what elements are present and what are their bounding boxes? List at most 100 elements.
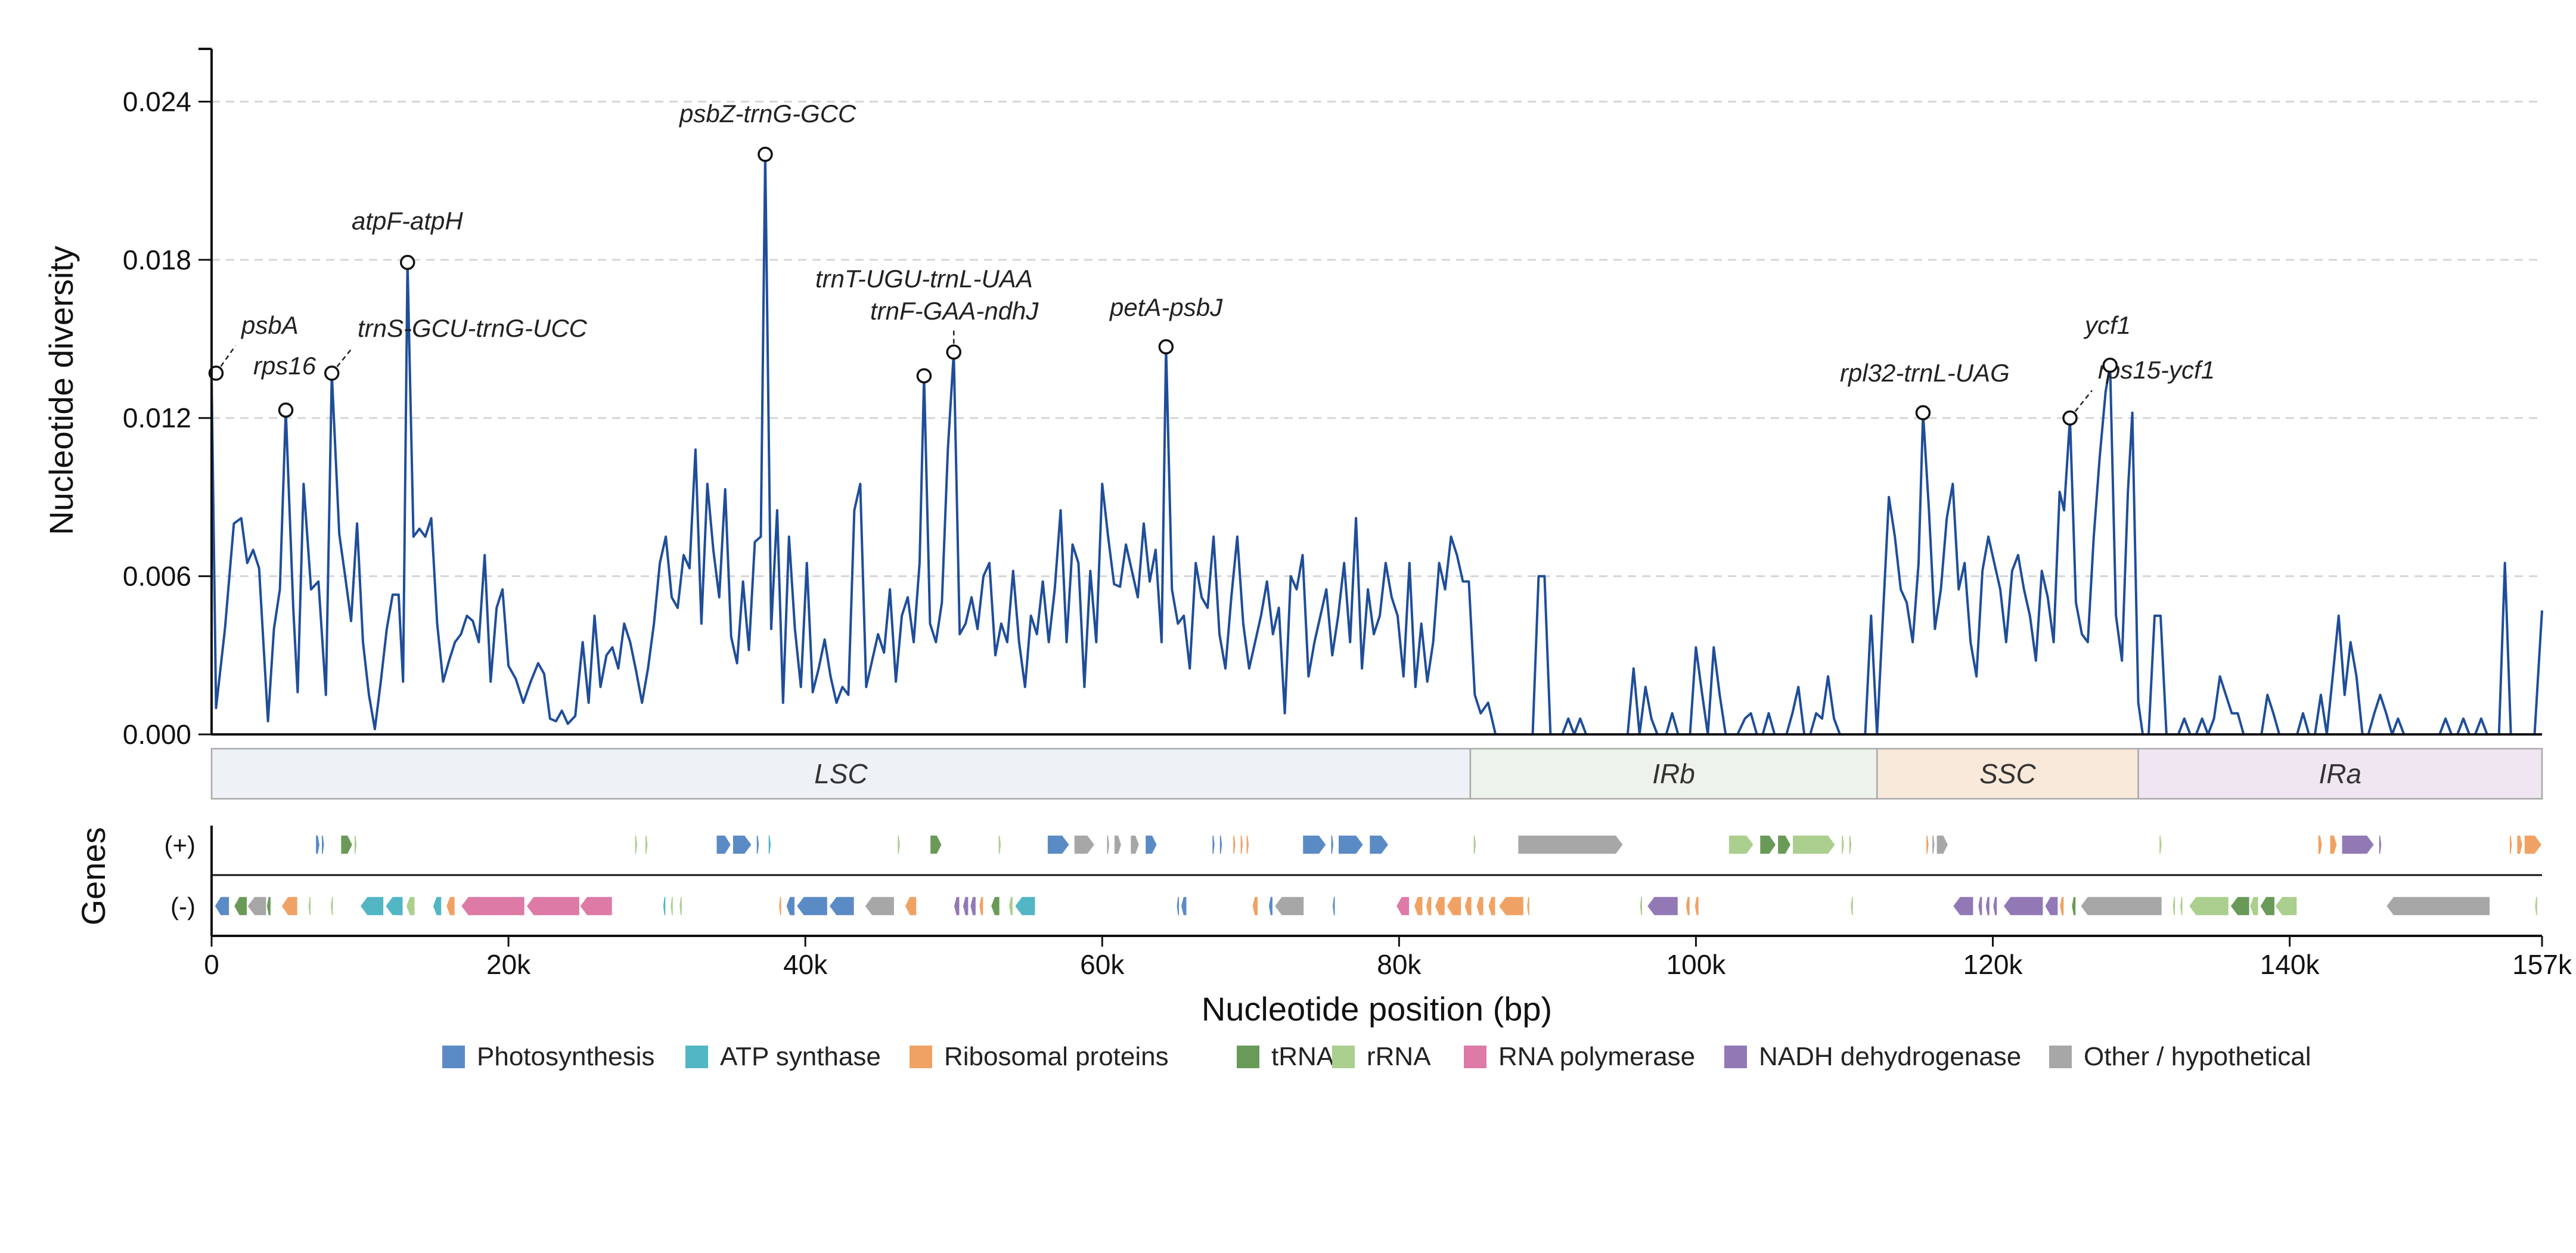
gene-arrow xyxy=(1517,835,1624,855)
gene-arrow xyxy=(1476,896,1485,916)
y-tick-label: 0.012 xyxy=(123,402,191,433)
legend: Photosynthesis ATP synthase Ribosomal prot… xyxy=(442,1042,2311,1071)
legend-swatch xyxy=(685,1046,708,1068)
gene-arrow xyxy=(2158,835,2163,855)
x-tick-label: 157k xyxy=(2512,949,2572,980)
gene-arrow xyxy=(2188,896,2230,916)
peak-marker xyxy=(2102,358,2118,373)
gene-tracks: (+) (-) xyxy=(165,831,2543,920)
gene-arrow xyxy=(2534,896,2538,916)
gene-arrow xyxy=(1464,896,1473,916)
legend-swatch xyxy=(2049,1046,2072,1068)
x-tick-label: 80k xyxy=(1377,949,1422,980)
gene-arrow xyxy=(756,835,760,855)
gene-arrow xyxy=(969,896,977,916)
gene-arrow xyxy=(1252,896,1259,916)
peak-label: trnF-GAA-ndhJ xyxy=(870,297,1039,325)
peak-label: trnS-GCU-trnG-UCC xyxy=(358,314,588,342)
peak-leader-line xyxy=(2069,390,2093,419)
gene-arrow xyxy=(998,835,1002,855)
gene-arrow xyxy=(1694,896,1700,916)
peak-label: trnT-UGU-trnL-UAA xyxy=(815,265,1033,293)
gene-arrow xyxy=(246,896,267,916)
gene-arrow xyxy=(1931,835,1936,855)
gene-arrow xyxy=(962,896,969,916)
legend-swatch xyxy=(910,1046,932,1068)
gene-arrow xyxy=(768,835,772,855)
gene-arrow xyxy=(896,835,901,855)
gene-arrow xyxy=(1219,835,1223,855)
peak-label: rps16 xyxy=(253,352,316,380)
gene-arrow xyxy=(353,835,358,855)
gene-arrow xyxy=(1144,835,1158,855)
gene-arrow xyxy=(990,896,1001,916)
gene-arrow xyxy=(340,835,353,855)
region-block xyxy=(210,748,1472,800)
gene-arrow xyxy=(2179,896,2184,916)
legend-swatch xyxy=(1332,1046,1355,1068)
strand-label: (+) xyxy=(165,831,196,859)
gene-arrow xyxy=(1498,896,1525,916)
peak-marker xyxy=(399,255,415,271)
legend-label: NADH dehydrogenase xyxy=(1759,1042,2021,1071)
gene-arrow xyxy=(1728,835,1755,855)
legend-label: ATP synthase xyxy=(720,1042,881,1071)
legend-swatch xyxy=(1464,1046,1486,1068)
gene-arrow xyxy=(1176,896,1180,916)
gene-arrow xyxy=(1129,835,1140,855)
gene-arrow xyxy=(1792,835,1836,855)
peak-leader-line xyxy=(331,348,352,374)
gene-arrow xyxy=(929,835,943,855)
legend-swatch xyxy=(1237,1046,1259,1068)
peak-label: ycf1 xyxy=(2083,311,2131,339)
gene-arrow xyxy=(1473,835,1477,855)
x-tick-label: 60k xyxy=(1080,949,1125,980)
peak-marker xyxy=(1915,405,1931,421)
gene-arrow xyxy=(2003,896,2044,916)
peak-label: atpF-atpH xyxy=(352,207,463,235)
legend-label: Photosynthesis xyxy=(477,1042,654,1071)
gene-arrow xyxy=(330,896,334,916)
y-tick-label: 0.018 xyxy=(123,244,191,275)
gene-arrow xyxy=(904,896,917,916)
gene-arrow xyxy=(579,896,613,916)
x-tick-label: 0 xyxy=(204,949,219,980)
gene-arrow xyxy=(785,896,796,916)
x-axis-title: Nucleotide position (bp) xyxy=(1202,990,1552,1028)
gene-arrow xyxy=(644,835,648,855)
gene-arrow xyxy=(953,896,960,916)
gene-arrow xyxy=(1759,835,1777,855)
gene-arrow xyxy=(1211,835,1216,855)
y-axis-title: Nucleotide diversity xyxy=(42,246,80,535)
gene-arrow xyxy=(2378,835,2382,855)
gene-arrow xyxy=(315,835,321,855)
gene-arrow xyxy=(678,896,683,916)
gene-arrow xyxy=(2329,835,2338,855)
legend-label: Ribosomal proteins xyxy=(944,1042,1169,1071)
legend-label: Other / hypothetical xyxy=(2084,1042,2311,1071)
peak-marker xyxy=(758,147,773,162)
gene-arrow xyxy=(2249,896,2260,916)
gene-arrow xyxy=(2524,835,2543,855)
x-tick-label: 20k xyxy=(486,949,531,980)
gene-arrow xyxy=(1246,835,1250,855)
gene-arrow xyxy=(1368,835,1389,855)
gene-arrow xyxy=(1113,835,1122,855)
gene-arrow xyxy=(2516,835,2524,855)
gene-arrow xyxy=(321,835,325,855)
gene-arrow xyxy=(1302,835,1327,855)
gene-arrow xyxy=(214,896,230,916)
gene-arrow xyxy=(1777,835,1792,855)
gene-arrow xyxy=(1395,896,1410,916)
peak-marker xyxy=(1158,339,1174,355)
peak-marker xyxy=(324,365,340,381)
gene-arrow xyxy=(716,835,732,855)
legend-swatch xyxy=(1724,1046,1747,1068)
gene-arrow xyxy=(1232,835,1237,855)
peak-label: psbZ-trnG-GCC xyxy=(678,100,856,128)
gene-arrow xyxy=(1848,835,1852,855)
region-label: IRa xyxy=(2319,758,2362,789)
gene-arrow xyxy=(281,896,299,916)
gridlines xyxy=(212,100,2542,578)
gene-arrow xyxy=(1106,835,1110,855)
